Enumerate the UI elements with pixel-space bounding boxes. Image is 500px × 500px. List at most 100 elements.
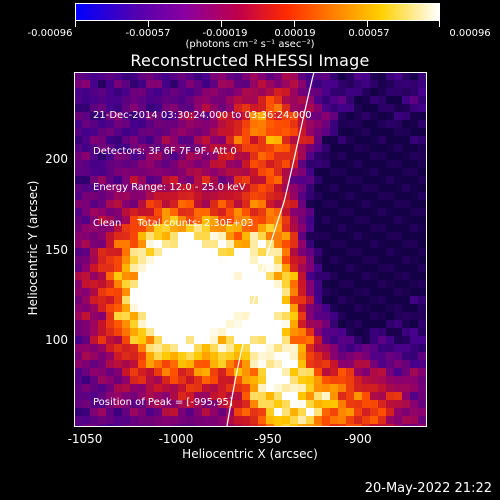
heatmap-cell <box>258 136 266 144</box>
heatmap-cell <box>330 352 338 360</box>
heatmap-cell <box>90 232 98 240</box>
heatmap-cell <box>138 160 146 168</box>
heatmap-cell <box>194 376 202 384</box>
heatmap-cell <box>258 368 266 376</box>
heatmap-cell <box>170 288 178 296</box>
heatmap-cell <box>98 392 106 400</box>
heatmap-cell <box>258 72 266 80</box>
heatmap-cell <box>194 128 202 136</box>
heatmap-cell <box>90 352 98 360</box>
heatmap-cell <box>410 400 418 408</box>
heatmap-cell <box>410 384 418 392</box>
heatmap-cell <box>362 216 370 224</box>
heatmap-cell <box>82 232 90 240</box>
heatmap-cell <box>418 136 426 144</box>
heatmap-cell <box>386 360 394 368</box>
heatmap-cell <box>162 168 170 176</box>
heatmap-cell <box>202 280 210 288</box>
heatmap-cell <box>130 168 138 176</box>
heatmap-cell <box>114 128 122 136</box>
heatmap-cell <box>402 240 410 248</box>
heatmap-cell <box>194 312 202 320</box>
heatmap-cell <box>346 392 354 400</box>
heatmap-cell <box>362 424 370 427</box>
heatmap-cell <box>394 392 402 400</box>
heatmap-cell <box>266 248 274 256</box>
heatmap-cell <box>426 264 427 272</box>
heatmap-cell <box>410 272 418 280</box>
heatmap-cell <box>138 248 146 256</box>
heatmap-cell <box>314 392 322 400</box>
heatmap-cell <box>138 240 146 248</box>
heatmap-cell <box>178 128 186 136</box>
heatmap-cell <box>362 80 370 88</box>
heatmap-cell <box>130 400 138 408</box>
heatmap-cell <box>418 416 426 424</box>
heatmap-cell <box>170 152 178 160</box>
heatmap-cell <box>266 232 274 240</box>
heatmap-cell <box>418 144 426 152</box>
heatmap-cell <box>98 112 106 120</box>
heatmap-cell <box>242 200 250 208</box>
heatmap-cell <box>138 264 146 272</box>
heatmap-cell <box>90 288 98 296</box>
heatmap-cell <box>74 232 82 240</box>
heatmap-cell <box>378 416 386 424</box>
heatmap-cell <box>138 272 146 280</box>
heatmap-cell <box>194 416 202 424</box>
heatmap-cell <box>138 408 146 416</box>
heatmap-cell <box>138 280 146 288</box>
heatmap-cell <box>130 240 138 248</box>
heatmap-cell <box>362 360 370 368</box>
heatmap-cell <box>234 232 242 240</box>
heatmap-cell <box>82 424 90 427</box>
heatmap-cell <box>402 120 410 128</box>
heatmap-cell <box>250 264 258 272</box>
heatmap-cell <box>418 200 426 208</box>
heatmap-cell <box>146 360 154 368</box>
heatmap-cell <box>282 272 290 280</box>
heatmap-cell <box>82 336 90 344</box>
heatmap-cell <box>402 344 410 352</box>
heatmap-cell <box>370 336 378 344</box>
heatmap-cell <box>98 272 106 280</box>
heatmap-cell <box>202 232 210 240</box>
heatmap-cell <box>146 200 154 208</box>
heatmap-cell <box>98 304 106 312</box>
heatmap-cell <box>234 216 242 224</box>
heatmap-cell <box>330 288 338 296</box>
heatmap-cell <box>74 392 82 400</box>
heatmap-cell <box>218 104 226 112</box>
heatmap-cell <box>266 208 274 216</box>
heatmap-cell <box>370 280 378 288</box>
heatmap-cell <box>314 288 322 296</box>
heatmap-cell <box>130 208 138 216</box>
heatmap-cell <box>362 88 370 96</box>
heatmap-cell <box>210 128 218 136</box>
heatmap-cell <box>138 192 146 200</box>
heatmap-cell <box>290 224 298 232</box>
heatmap-cell <box>354 400 362 408</box>
heatmap-cell <box>322 112 330 120</box>
heatmap-cell <box>282 248 290 256</box>
heatmap-cell <box>130 80 138 88</box>
heatmap-cell <box>418 128 426 136</box>
heatmap-cell <box>146 256 154 264</box>
heatmap-cell <box>106 168 114 176</box>
heatmap-cell <box>130 392 138 400</box>
heatmap-cell <box>346 144 354 152</box>
heatmap-cell <box>234 384 242 392</box>
heatmap-cell <box>290 184 298 192</box>
heatmap-cell <box>202 336 210 344</box>
heatmap-cell <box>106 216 114 224</box>
heatmap-cell <box>162 80 170 88</box>
heatmap-cell <box>154 168 162 176</box>
heatmap-cell <box>322 328 330 336</box>
heatmap-cell <box>170 88 178 96</box>
heatmap-cell <box>354 72 362 80</box>
heatmap-cell <box>370 200 378 208</box>
heatmap-cell <box>170 216 178 224</box>
heatmap-cell <box>418 304 426 312</box>
heatmap-cell <box>98 216 106 224</box>
heatmap-cell <box>114 200 122 208</box>
